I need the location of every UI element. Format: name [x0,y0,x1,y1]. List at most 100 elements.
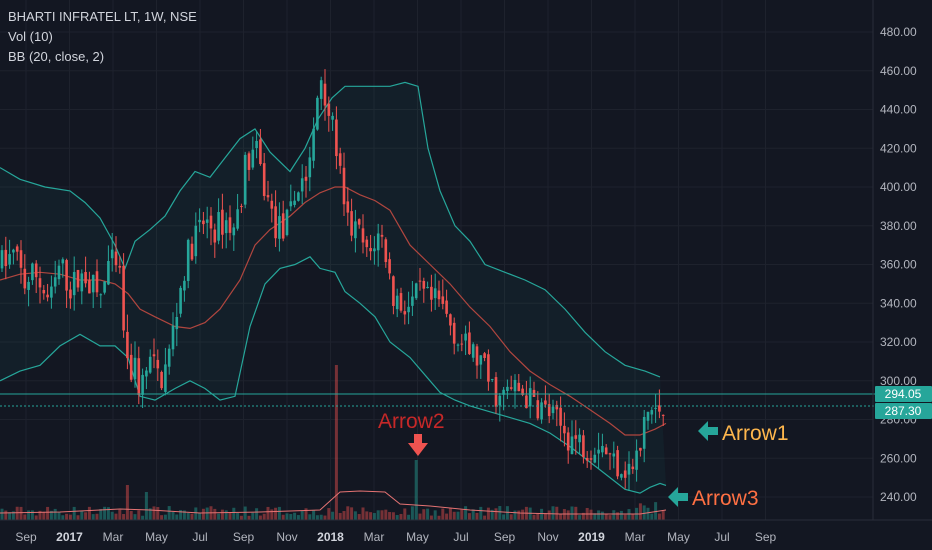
volume-bar [528,507,532,520]
volume-bar [509,514,513,520]
volume-bar [118,509,122,520]
candle-body [502,389,505,395]
candle-body [563,425,566,434]
volume-bar [122,514,126,520]
candle-body [407,306,410,313]
volume-bar [319,514,323,520]
volume-bar [433,510,437,520]
candle-body [506,386,509,391]
volume-bar [133,514,137,520]
volume-bar [650,513,654,520]
annotation-arrow2-label: Arrow2 [378,410,445,433]
candle-body [171,325,175,350]
candle-body [236,209,239,229]
volume-bar [76,515,80,520]
volume-bar [608,515,612,520]
price-axis[interactable]: 240.00260.00280.00300.00320.00340.00360.… [872,0,917,520]
volume-bar [369,512,373,520]
volume-bar [23,514,27,520]
volume-bar [179,509,183,520]
candle-body [160,371,163,389]
candle-body [38,278,42,288]
volume-bar [353,511,357,520]
candle-body [281,213,285,239]
candle-body [422,280,426,289]
volume-bar [403,508,407,520]
volume-bar [547,510,551,520]
candle-body [205,219,209,223]
candle-body [468,332,471,355]
candle-body [190,243,194,260]
candle-body [179,287,182,314]
candle-body [346,201,350,213]
volume-bar [661,510,665,520]
candle-body [84,272,87,284]
candle-body [308,157,312,178]
bollinger-indicator-label[interactable]: BB (20, close, 2) [8,49,105,64]
candle-body [4,249,8,267]
volume-bar [407,514,411,520]
candle-body [536,400,540,419]
volume-bar [399,513,403,520]
volume-bar [262,513,266,520]
candle-body [411,296,414,306]
volume-bar [422,509,426,520]
candle-body [61,259,65,264]
candle-body [623,470,627,478]
volume-bar [380,510,384,520]
candle-body [319,80,323,99]
candle-body [574,435,578,439]
volume-bar [148,508,152,520]
candle-body [19,250,23,268]
candle-body [433,288,437,299]
price-tag-lower-text: 287.30 [885,404,922,418]
candle-body [357,219,361,225]
candle-body [414,283,418,299]
candle-body [300,178,304,192]
time-axis[interactable]: Sep 2017 Mar May Jul Sep Nov 2018 Mar May Jul Sep No… [0,519,932,544]
x-tick-label: Jul [714,530,729,544]
volume-bar [619,510,623,520]
x-tick-label: Mar [364,530,385,544]
volume-bar [270,509,274,520]
volume-bar [323,515,327,520]
volume-bar [448,508,452,520]
candle-body [152,354,156,357]
volume-indicator-label[interactable]: Vol (10) [8,29,53,44]
y-tick-label: 400.00 [880,180,917,194]
volume-bar [521,509,525,520]
candle-body [141,374,144,395]
candle-body [255,140,258,149]
volume-bar [365,511,369,520]
volume-bar [42,511,46,520]
candles [0,69,665,491]
candle-body [658,405,661,412]
volume-bar [91,514,95,520]
volume-bar [251,512,255,520]
symbol-title[interactable]: BHARTI INFRATEL LT, 1W, NSE [8,9,197,24]
volume-bar [34,515,38,520]
volume-bar [68,514,72,520]
candle-body [578,434,581,443]
x-tick-label: Sep [494,530,516,544]
volume-bar [342,511,346,520]
volume-bar [654,502,658,520]
candle-body [304,176,308,181]
volume-bar [194,507,198,520]
candle-body [137,358,141,395]
candle-body [650,410,654,415]
y-tick-label: 480.00 [880,25,917,39]
candle-body [65,260,68,291]
volume-bar [175,514,179,520]
y-tick-label: 360.00 [880,258,917,272]
volume-bar [61,515,65,520]
candle-body [373,248,376,252]
candle-body [498,395,502,406]
volume-bar [182,510,186,520]
candle-body [471,344,475,358]
volume-bar [87,506,91,520]
volume-bar [236,512,240,520]
candle-body [593,454,597,463]
candle-body [217,212,220,241]
